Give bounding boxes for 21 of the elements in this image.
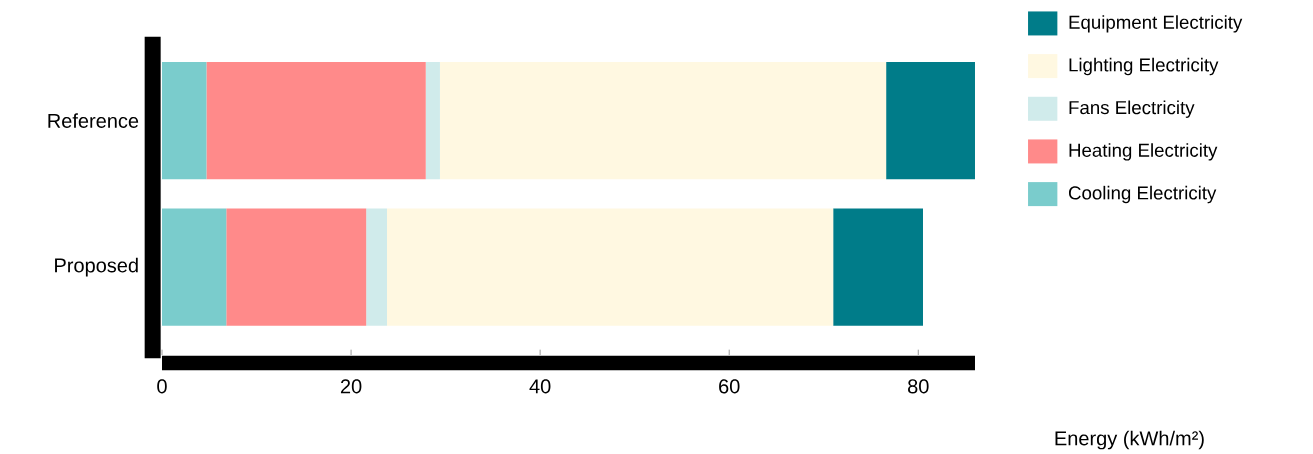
legend-label: Lighting Electricity [1069,57,1219,76]
bar [387,208,834,326]
legend-label: Cooling Electricity [1068,185,1217,204]
bar [425,61,440,180]
bar [226,208,367,326]
x-tick-label: 80 [908,379,929,394]
x-tick-label: 60 [719,379,740,394]
bar [439,61,887,180]
x-tick-label: 20 [340,379,362,394]
y-tick-label: Reference [48,113,139,128]
legend-label: Heating Electricity [1069,143,1218,161]
x-tick-label: 40 [529,379,551,394]
x-axis-title: Energy (kWh/m²) [1055,430,1204,450]
x-tick-label: 0 [157,379,167,394]
legend-label: Fans Electricity [1069,100,1195,118]
bar [366,208,387,326]
bar [206,61,426,180]
y-tick-label: Proposed [55,257,138,277]
bar [833,208,923,326]
bar [886,61,975,180]
legend-label: Equipment Electricity [1069,15,1243,33]
